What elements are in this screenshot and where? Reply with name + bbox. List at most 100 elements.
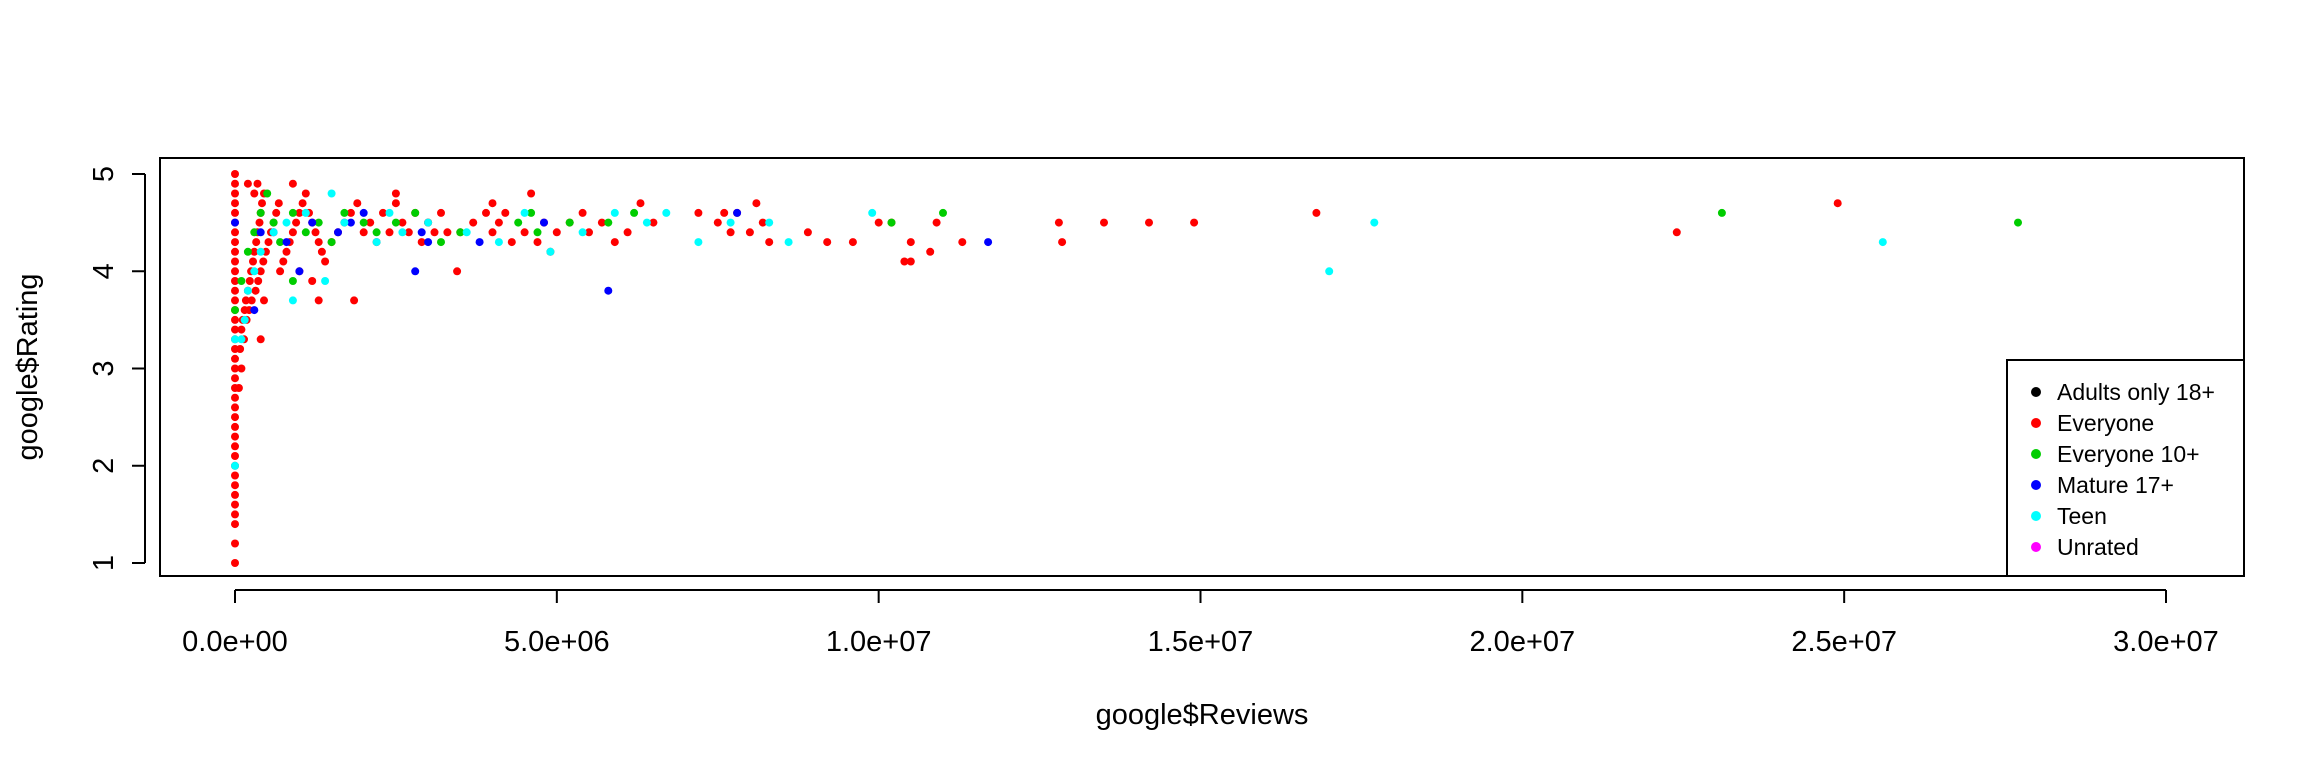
- data-point: [279, 257, 288, 266]
- data-point: [437, 238, 445, 247]
- data-point: [527, 208, 536, 217]
- y-tick-label: 1: [88, 555, 120, 571]
- data-point: [1672, 228, 1681, 237]
- data-point: [475, 238, 484, 247]
- data-point: [430, 228, 439, 237]
- data-point: [231, 228, 239, 237]
- data-point: [231, 403, 239, 412]
- data-point: [984, 238, 993, 247]
- data-point: [385, 228, 394, 237]
- data-point: [906, 257, 915, 266]
- data-point: [231, 442, 239, 451]
- data-point: [231, 374, 239, 383]
- data-point: [241, 296, 250, 305]
- data-point: [253, 179, 262, 188]
- data-point: [231, 393, 239, 402]
- data-point: [404, 228, 413, 237]
- data-point: [1100, 218, 1108, 227]
- data-point: [231, 481, 239, 490]
- data-point: [231, 189, 239, 198]
- data-point: [527, 189, 536, 198]
- legend-swatch: [2031, 511, 2041, 521]
- data-point: [231, 306, 239, 315]
- data-point: [256, 267, 265, 276]
- data-point: [823, 238, 832, 247]
- data-point: [276, 267, 285, 276]
- data-point: [234, 384, 243, 392]
- legend-box: [2006, 359, 2245, 577]
- data-point: [1190, 218, 1199, 227]
- data-point: [494, 238, 503, 247]
- data-point: [231, 539, 239, 548]
- data-point: [533, 238, 542, 247]
- data-point: [288, 208, 297, 217]
- data-point: [906, 238, 915, 247]
- data-point: [662, 208, 671, 217]
- data-point: [295, 267, 304, 276]
- data-point: [649, 218, 658, 227]
- data-point: [334, 228, 342, 237]
- data-point: [385, 208, 394, 217]
- data-point: [243, 286, 252, 295]
- data-point: [453, 267, 462, 276]
- data-point: [462, 228, 471, 237]
- y-tick-label: 4: [88, 263, 120, 279]
- data-point: [311, 228, 320, 237]
- data-point: [272, 208, 281, 217]
- data-point: [494, 218, 503, 227]
- data-point: [231, 364, 239, 373]
- data-point: [274, 199, 283, 208]
- data-point: [520, 208, 529, 217]
- data-point: [552, 228, 561, 237]
- data-point: [231, 510, 239, 519]
- data-point: [255, 218, 264, 227]
- data-point: [411, 208, 420, 217]
- legend-swatch: [2031, 480, 2041, 490]
- data-point: [1717, 208, 1726, 217]
- data-point: [231, 238, 239, 247]
- x-tick-label: 0.0e+00: [182, 626, 288, 658]
- legend-label: Mature 17+: [2057, 472, 2174, 498]
- data-point: [417, 238, 426, 247]
- data-point: [269, 218, 278, 227]
- x-axis: 0.0e+00 5.0e+06 1.0e+07 1.5e+07 2.0e+07 2.5e+…: [182, 589, 2219, 658]
- data-point: [288, 277, 297, 285]
- data-point: [585, 228, 593, 237]
- data-point: [887, 218, 896, 227]
- data-point: [340, 218, 349, 227]
- data-point: [231, 432, 239, 441]
- data-point: [610, 208, 619, 217]
- legend-label: Teen: [2057, 503, 2107, 529]
- data-point: [251, 286, 260, 295]
- data-point: [231, 325, 239, 334]
- data-point: [231, 179, 239, 188]
- data-point: [488, 228, 497, 237]
- data-point: [250, 189, 259, 198]
- data-point: [327, 189, 336, 198]
- data-point: [900, 257, 909, 266]
- data-point: [848, 238, 857, 247]
- data-point: [237, 277, 246, 285]
- data-point: [359, 218, 368, 227]
- data-point: [245, 277, 254, 285]
- data-point: [642, 218, 651, 227]
- data-point: [314, 296, 323, 305]
- data-point: [269, 228, 278, 237]
- data-point: [1058, 238, 1067, 247]
- data-point: [350, 296, 359, 305]
- data-point: [939, 208, 947, 217]
- data-point: [231, 277, 239, 285]
- data-point: [288, 179, 297, 188]
- x-tick-label: 2.0e+07: [1470, 626, 1576, 658]
- data-point: [247, 296, 256, 305]
- data-point: [359, 228, 368, 237]
- data-point: [604, 286, 613, 295]
- data-point: [231, 559, 239, 567]
- data-point: [231, 296, 239, 305]
- data-point: [456, 228, 465, 237]
- data-point: [353, 199, 362, 208]
- data-point: [533, 228, 542, 237]
- data-point: [231, 422, 239, 431]
- data-point: [372, 238, 381, 247]
- y-tick-label: 2: [88, 458, 120, 474]
